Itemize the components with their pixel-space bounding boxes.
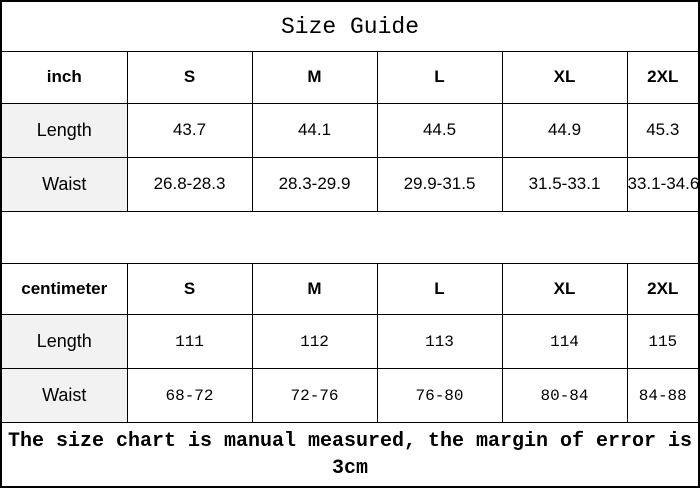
table-separator xyxy=(2,211,698,264)
cm-waist-l: 76-80 xyxy=(376,368,503,423)
cm-length-xl: 114 xyxy=(501,314,628,369)
inch-header-row: inch S M L XL 2XL xyxy=(2,52,698,104)
cm-length-2xl: 115 xyxy=(626,314,698,369)
inch-waist-xl: 31.5-33.1 xyxy=(501,156,628,212)
cm-length-s: 111 xyxy=(126,314,253,369)
cm-waist-xl: 80-84 xyxy=(501,368,628,423)
centimeter-header-row: centimeter S M L XL 2XL xyxy=(2,263,698,315)
inch-waist-s: 26.8-28.3 xyxy=(126,156,253,212)
inch-length-s: 43.7 xyxy=(126,102,253,158)
measurement-note-line1: The size chart is manual measured, the m… xyxy=(7,429,693,453)
centimeter-unit-label: centimeter xyxy=(2,263,128,315)
cm-waist-row: Waist 68-72 72-76 76-80 80-84 84-88 xyxy=(2,368,698,423)
inch-waist-m: 28.3-29.9 xyxy=(251,156,378,212)
row-label-length: Length xyxy=(2,102,128,158)
row-label-waist: Waist xyxy=(2,368,128,423)
cm-length-row: Length 111 112 113 114 115 xyxy=(2,314,698,369)
row-label-waist: Waist xyxy=(2,156,128,212)
centimeter-table: centimeter S M L XL 2XL Length 111 112 1… xyxy=(2,263,698,423)
cm-col-header-m: M xyxy=(251,263,378,315)
inch-length-m: 44.1 xyxy=(251,102,378,158)
inch-table: inch S M L XL 2XL Length 43.7 44.1 44.5 … xyxy=(2,52,698,212)
cm-waist-s: 68-72 xyxy=(126,368,253,423)
inch-col-header-l: L xyxy=(376,52,503,104)
inch-col-header-xl: XL xyxy=(501,52,628,104)
inch-length-row: Length 43.7 44.1 44.5 44.9 45.3 xyxy=(2,102,698,158)
cm-col-header-2xl: 2XL xyxy=(626,263,698,315)
cm-length-m: 112 xyxy=(251,314,378,369)
cm-col-header-l: L xyxy=(376,263,503,315)
inch-unit-label: inch xyxy=(2,52,128,104)
inch-length-l: 44.5 xyxy=(376,102,503,158)
cm-col-header-s: S xyxy=(126,263,253,315)
cm-waist-2xl: 84-88 xyxy=(626,368,698,423)
inch-col-header-m: M xyxy=(251,52,378,104)
cm-length-l: 113 xyxy=(376,314,503,369)
inch-length-2xl: 45.3 xyxy=(626,102,698,158)
page-title: Size Guide xyxy=(280,13,420,40)
row-label-length: Length xyxy=(2,314,128,369)
inch-waist-l: 29.9-31.5 xyxy=(376,156,503,212)
cm-col-header-xl: XL xyxy=(501,263,628,315)
inch-waist-2xl: 33.1-34.6 xyxy=(626,156,698,212)
inch-col-header-2xl: 2XL xyxy=(626,52,698,104)
inch-length-xl: 44.9 xyxy=(501,102,628,158)
cm-waist-m: 72-76 xyxy=(251,368,378,423)
measurement-note-line2: 3cm xyxy=(331,456,368,480)
measurement-note: The size chart is manual measured, the m… xyxy=(2,423,698,486)
inch-col-header-s: S xyxy=(126,52,253,104)
title-row: Size Guide xyxy=(2,2,698,52)
inch-waist-row: Waist 26.8-28.3 28.3-29.9 29.9-31.5 31.5… xyxy=(2,156,698,212)
